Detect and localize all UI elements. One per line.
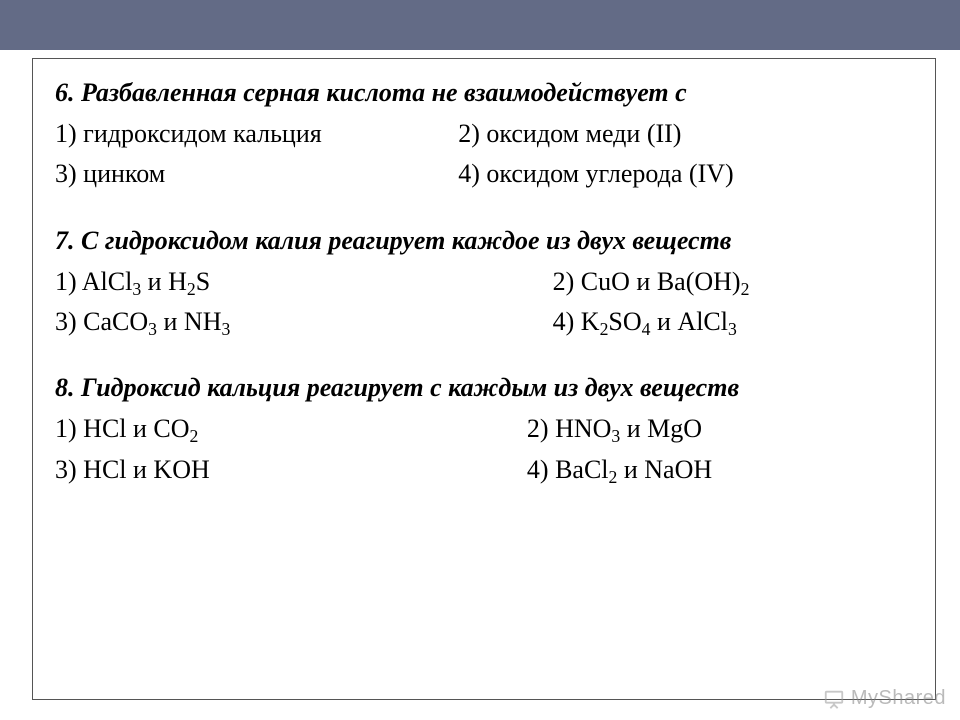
formula-text: и MgO — [620, 414, 702, 443]
question-8: 8. Гидроксид кальция реагирует с каждым … — [55, 370, 913, 490]
formula-text: BaCl — [555, 455, 608, 484]
question-7-option-3: 3) CaCO3 и NH3 — [55, 302, 553, 342]
subscript: 2 — [741, 279, 750, 299]
question-8-title: 8. Гидроксид кальция реагирует с каждым … — [55, 370, 913, 405]
question-6-options: 1) гидроксидом кальция 2) оксидом меди (… — [55, 114, 913, 195]
formula-text: AlCl — [82, 267, 133, 296]
question-8-option-4: 4) BaCl2 и NaOH — [527, 450, 913, 490]
formula-text: HCl и KOH — [83, 455, 210, 484]
formula-text: CaCO — [83, 307, 148, 336]
question-7: 7. С гидроксидом калия реагирует каждое … — [55, 223, 913, 343]
formula-text: и H — [141, 267, 187, 296]
question-8-option-1: 1) HCl и CO2 — [55, 409, 527, 449]
question-7-options: 1) AlCl3 и H2S 2) CuO и Ba(OH)2 3) CaCO3… — [55, 262, 913, 343]
option-number: 3) — [55, 455, 83, 484]
option-row: 3) CaCO3 и NH3 4) K2SO4 и AlCl3 — [55, 302, 913, 342]
question-7-option-4: 4) K2SO4 и AlCl3 — [553, 302, 913, 342]
formula-text: CuO и Ba(OH) — [581, 267, 741, 296]
formula-text: HNO — [555, 414, 611, 443]
question-6-option-3: 3) цинком — [55, 154, 458, 194]
subscript: 3 — [148, 319, 157, 339]
question-8-option-3: 3) HCl и KOH — [55, 450, 527, 490]
option-number: 4) — [527, 455, 555, 484]
subscript: 4 — [642, 319, 651, 339]
question-7-title: 7. С гидроксидом калия реагирует каждое … — [55, 223, 913, 258]
subscript: 2 — [190, 426, 199, 446]
content-frame: 6. Разбавленная серная кислота не взаимо… — [32, 58, 936, 700]
question-6-option-1: 1) гидроксидом кальция — [55, 114, 458, 154]
question-6-title: 6. Разбавленная серная кислота не взаимо… — [55, 75, 913, 110]
option-number: 1) — [55, 414, 83, 443]
option-number: 2) — [553, 267, 581, 296]
question-6-option-4: 4) оксидом углерода (IV) — [458, 154, 913, 194]
option-row: 1) гидроксидом кальция 2) оксидом меди (… — [55, 114, 913, 154]
formula-text: и NH — [157, 307, 221, 336]
subscript: 3 — [221, 319, 230, 339]
option-number: 4) — [553, 307, 581, 336]
formula-text: S — [196, 267, 210, 296]
subscript: 3 — [132, 279, 141, 299]
question-6-option-2: 2) оксидом меди (II) — [458, 114, 913, 154]
question-7-option-1: 1) AlCl3 и H2S — [55, 262, 553, 302]
formula-text: HCl и CO — [83, 414, 189, 443]
slide-top-bar — [0, 0, 960, 50]
subscript: 2 — [187, 279, 196, 299]
question-8-options: 1) HCl и CO2 2) HNO3 и MgO 3) HCl и KOH … — [55, 409, 913, 490]
option-number: 2) — [527, 414, 555, 443]
option-row: 1) HCl и CO2 2) HNO3 и MgO — [55, 409, 913, 449]
option-row: 3) HCl и KOH 4) BaCl2 и NaOH — [55, 450, 913, 490]
option-number: 3) — [55, 307, 83, 336]
question-8-option-2: 2) HNO3 и MgO — [527, 409, 913, 449]
question-6: 6. Разбавленная серная кислота не взаимо… — [55, 75, 913, 195]
option-row: 1) AlCl3 и H2S 2) CuO и Ba(OH)2 — [55, 262, 913, 302]
subscript: 3 — [611, 426, 620, 446]
formula-text: K — [581, 307, 600, 336]
formula-text: и NaOH — [617, 455, 712, 484]
option-row: 3) цинком 4) оксидом углерода (IV) — [55, 154, 913, 194]
formula-text: и AlCl — [651, 307, 728, 336]
question-7-option-2: 2) CuO и Ba(OH)2 — [553, 262, 913, 302]
subscript: 3 — [728, 319, 737, 339]
formula-text: SO — [608, 307, 641, 336]
option-number: 1) — [55, 267, 82, 296]
